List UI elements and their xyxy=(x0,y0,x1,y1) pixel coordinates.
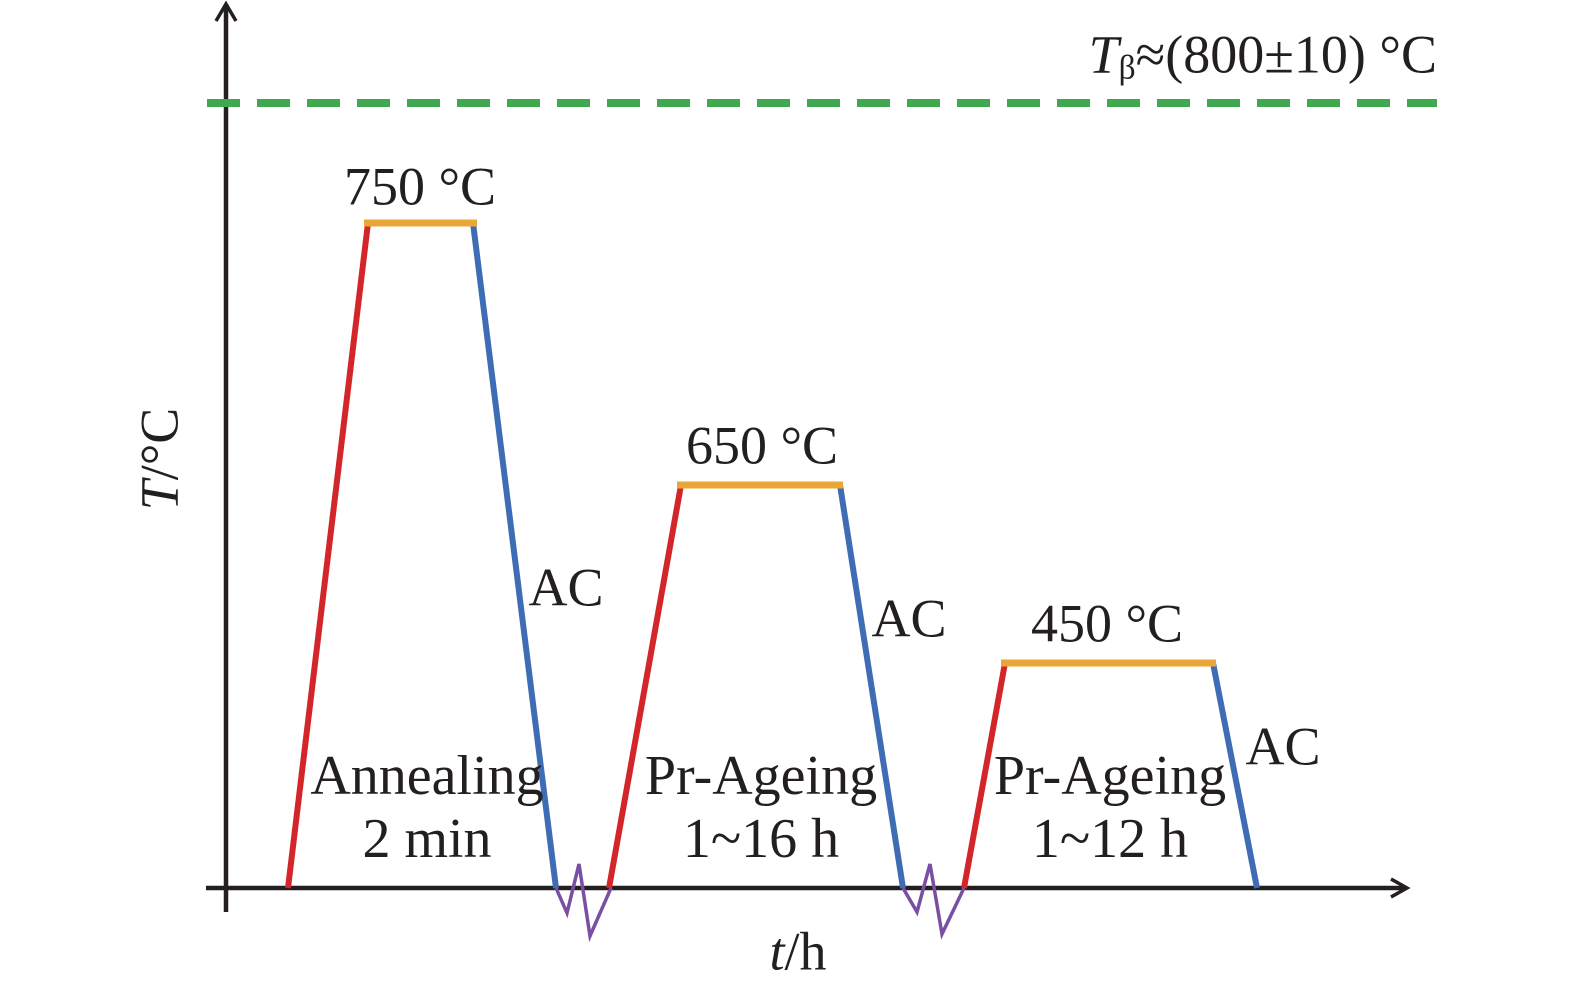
x-axis-label: t/h xyxy=(769,922,826,981)
x-axis-unit: /h xyxy=(784,921,827,982)
y-axis-unit: /°C xyxy=(129,407,190,481)
peak-temp-label-stage2: 650 °C xyxy=(685,415,839,476)
heating-line-stage1 xyxy=(285,222,371,889)
cooling-line-stage2 xyxy=(837,484,906,889)
y-axis-arrowhead xyxy=(214,0,238,22)
stage-label-pr-ageing-2: Pr-Ageing 1~12 h xyxy=(994,745,1226,871)
axis-break-zigzag-1 xyxy=(554,863,613,943)
beta-transus-label: Tβ≈(800±10) °C xyxy=(1088,24,1437,87)
beta-value: ≈(800±10) °C xyxy=(1135,24,1437,85)
y-axis-symbol: T xyxy=(129,480,190,511)
stage1-name: Annealing xyxy=(310,745,544,807)
heating-line-stage3 xyxy=(961,662,1008,889)
stage1-duration: 2 min xyxy=(362,808,492,870)
cooling-method-label-stage1: AC xyxy=(528,557,604,618)
stage-label-annealing: Annealing 2 min xyxy=(310,745,543,871)
x-axis-symbol: t xyxy=(769,921,785,982)
beta-subscript: β xyxy=(1118,49,1136,87)
cooling-method-label-stage2: AC xyxy=(871,588,947,649)
stage-label-pr-ageing-1: Pr-Ageing 1~16 h xyxy=(645,745,877,871)
cooling-line-stage1 xyxy=(470,222,559,889)
stage2-duration: 1~16 h xyxy=(682,808,840,870)
cooling-line-stage3 xyxy=(1210,662,1260,889)
beta-symbol: T xyxy=(1088,24,1119,85)
axis-break-zigzag-2 xyxy=(901,863,966,940)
cooling-method-label-stage3: AC xyxy=(1245,716,1321,777)
heating-line-stage2 xyxy=(606,484,684,889)
y-axis-label: T/°C xyxy=(129,407,190,511)
peak-temp-label-stage3: 450 °C xyxy=(1030,593,1184,654)
stage2-name: Pr-Ageing xyxy=(644,745,878,807)
stage3-duration: 1~12 h xyxy=(1031,808,1189,870)
stage3-name: Pr-Ageing xyxy=(993,745,1227,807)
x-axis-arrowhead xyxy=(1390,877,1411,899)
peak-temp-label-stage1: 750 °C xyxy=(343,156,497,217)
